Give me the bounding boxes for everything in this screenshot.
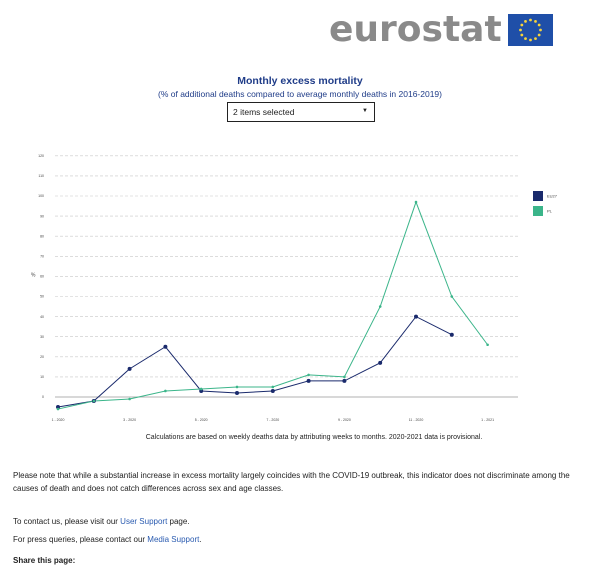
y-tick-label: 60 (40, 275, 44, 279)
y-tick-label: 20 (40, 355, 44, 359)
chart-title: Monthly excess mortality (237, 75, 363, 87)
legend-swatch-eu27[interactable] (533, 191, 543, 201)
contact-prefix: To contact us, please visit our (13, 517, 121, 526)
eu-star-icon (538, 28, 542, 32)
y-tick-label: 0 (42, 395, 44, 399)
press-prefix: For press queries, please contact our (13, 535, 148, 544)
share-label: Share this page: (13, 556, 76, 565)
legend-label-pl: PL (547, 209, 553, 214)
chart-subtitle: (% of additional deaths compared to aver… (158, 89, 442, 99)
series-selector-value: 2 items selected (233, 107, 295, 117)
contact-suffix: page. (167, 517, 190, 526)
data-point-pl[interactable] (486, 343, 489, 347)
y-tick-label: 40 (40, 315, 44, 319)
data-point-eu27[interactable] (414, 314, 418, 319)
data-point-pl[interactable] (199, 387, 203, 391)
data-point-pl[interactable] (271, 385, 275, 389)
y-tick-label: 70 (40, 255, 44, 259)
eu-star-icon (537, 23, 541, 27)
series-selector-dropdown[interactable]: 2 items selected ▼ (227, 102, 375, 122)
x-tick-label: 5 - 2020 (195, 418, 208, 422)
data-point-eu27[interactable] (163, 344, 168, 349)
data-point-pl[interactable] (164, 389, 167, 393)
data-point-eu27[interactable] (306, 378, 311, 383)
x-tick-label: 1 - 2020 (52, 418, 65, 422)
y-tick-label: 30 (40, 335, 44, 339)
eu-star-icon (518, 28, 522, 32)
eurostat-logo[interactable]: eurostat (329, 12, 553, 48)
series-line-eu27 (57, 315, 453, 408)
eu-star-icon (533, 37, 537, 41)
x-tick-label: 9 - 2020 (338, 418, 351, 422)
x-tick-label: 3 - 2020 (123, 418, 136, 422)
series-line-pl (57, 200, 489, 410)
eu-star-icon (533, 19, 537, 23)
data-point-pl[interactable] (450, 295, 454, 298)
excess-mortality-chart: 0 10 20 30 40 50 60 70 80 90 100 110 120 1 - 2020 3 -… (31, 154, 558, 441)
y-tick-label: 10 (40, 375, 44, 379)
eu-star-icon (537, 33, 541, 37)
data-point-eu27[interactable] (56, 405, 60, 410)
y-tick-label: 120 (38, 154, 44, 158)
data-point-eu27[interactable] (449, 332, 454, 337)
eu-star-icon (523, 19, 527, 23)
x-tick-label: 7 - 2020 (266, 418, 279, 422)
data-point-pl[interactable] (307, 373, 310, 377)
x-tick-label: 11 - 2020 (409, 418, 424, 422)
eu-star-icon (528, 38, 532, 42)
data-point-pl[interactable] (414, 200, 418, 204)
y-tick-label: 50 (40, 295, 44, 299)
legend-swatch-pl[interactable] (533, 206, 543, 216)
data-point-eu27[interactable] (199, 388, 204, 393)
chart-footnote: Calculations are based on weekly deaths … (146, 434, 483, 441)
y-tick-label: 110 (38, 174, 44, 178)
data-point-pl[interactable] (378, 305, 382, 308)
eu-star-icon (520, 33, 523, 37)
data-point-eu27[interactable] (127, 366, 132, 371)
y-tick-label: 90 (40, 214, 44, 218)
contact-line-user-support: To contact us, please visit our User Sup… (13, 517, 190, 526)
data-point-pl[interactable] (235, 385, 239, 389)
data-point-pl[interactable] (92, 399, 96, 403)
data-point-eu27[interactable] (342, 378, 347, 383)
x-tick-label: 1 - 2021 (481, 418, 494, 422)
contact-line-media-support: For press queries, please contact our Me… (13, 535, 202, 544)
legend-label-eu27: EU27 (547, 194, 558, 199)
disclaimer-text: Please note that while a substantial inc… (13, 471, 570, 493)
y-tick-label: 80 (40, 234, 44, 238)
data-point-pl[interactable] (128, 397, 131, 401)
data-point-pl[interactable] (56, 407, 60, 411)
data-point-pl[interactable] (343, 375, 346, 379)
data-point-eu27[interactable] (270, 388, 275, 393)
data-point-eu27[interactable] (235, 390, 239, 395)
eu-star-icon (520, 23, 523, 27)
user-support-link[interactable]: User Support (120, 517, 168, 526)
eu-flag-icon (507, 14, 553, 46)
press-suffix: . (199, 535, 202, 544)
chart-header: Monthly excess mortality (% of additiona… (0, 75, 600, 99)
y-axis-label: % (31, 272, 36, 278)
data-point-eu27[interactable] (378, 360, 383, 365)
logo-wordmark: eurostat (329, 9, 502, 50)
y-tick-label: 100 (38, 194, 44, 198)
media-support-link[interactable]: Media Support (147, 535, 200, 544)
eu-star-icon (528, 18, 532, 22)
caret-down-icon: ▼ (362, 108, 368, 114)
eu-star-icon (523, 37, 527, 41)
